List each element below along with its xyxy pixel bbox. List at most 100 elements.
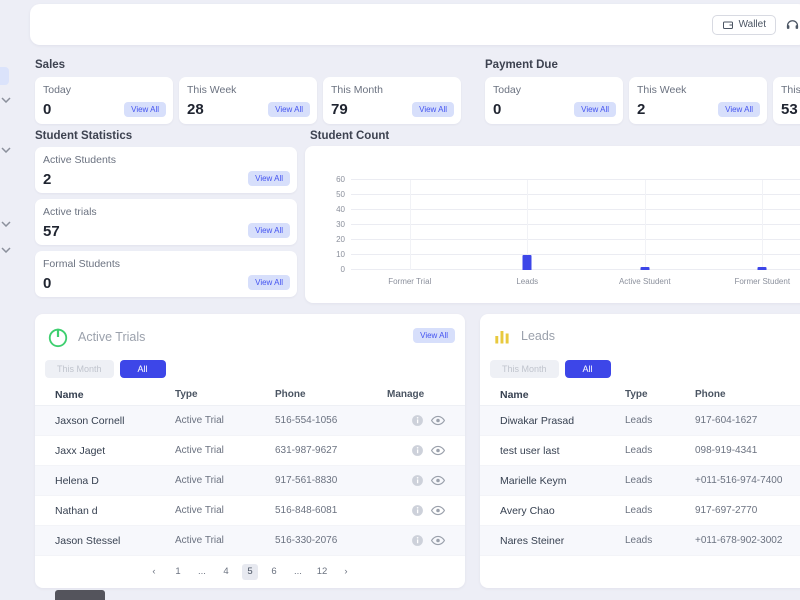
row-manage [411, 444, 445, 457]
leads-header: Leads [492, 326, 555, 346]
view-all-button[interactable]: View All [412, 102, 454, 117]
chart-column: Active Student [586, 180, 704, 286]
row-phone: 631-987-9627 [275, 445, 338, 456]
grid-line [351, 209, 800, 210]
column-header-type: Type [625, 389, 648, 400]
tab-this-month[interactable]: This Month [45, 360, 114, 378]
eye-icon[interactable] [431, 445, 445, 456]
x-axis-label: Leads [516, 277, 539, 286]
pagination-page-current[interactable]: 5 [242, 564, 258, 580]
payment-card-week: This Week 2 View All [629, 77, 767, 124]
payment-card-today: Today 0 View All [485, 77, 623, 124]
row-type: Active Trial [175, 445, 224, 456]
topbar: Wallet [30, 4, 800, 45]
view-all-button[interactable]: View All [248, 223, 290, 238]
student-count-panel: Former Trial Leads Active Student Former… [305, 146, 800, 303]
stat-card-label: This Week [637, 84, 687, 96]
pagination-page[interactable]: 4 [223, 566, 229, 577]
chevron-down-icon[interactable] [1, 97, 11, 103]
eye-icon[interactable] [431, 535, 445, 546]
wallet-button[interactable]: Wallet [711, 14, 776, 35]
view-all-button[interactable]: View All [248, 171, 290, 186]
sales-title: Sales [35, 59, 66, 71]
pagination-next[interactable]: › [344, 566, 348, 577]
tab-all[interactable]: All [564, 360, 611, 378]
panel-title: Leads [521, 329, 556, 343]
grid-line [351, 194, 800, 195]
tab-all[interactable]: All [119, 360, 166, 378]
chevron-down-icon[interactable] [1, 147, 11, 153]
row-phone: 516-330-2076 [275, 535, 338, 546]
leads-tabs: This Month All [490, 360, 611, 378]
bar-chart-icon [495, 331, 509, 344]
chart-vline [409, 180, 411, 270]
view-all-button[interactable]: View All [413, 328, 455, 343]
table-row: Diwakar Prasad Leads 917-604-1627 [480, 406, 800, 436]
pagination-page[interactable]: 12 [316, 566, 328, 577]
info-icon[interactable] [411, 534, 424, 547]
view-all-button[interactable]: View All [248, 275, 290, 290]
y-axis-tick: 10 [336, 250, 345, 259]
grid-line [351, 254, 800, 255]
x-axis-label: Former Trial [388, 277, 432, 286]
taskbar-fragment [55, 590, 105, 600]
column-header-name: Name [55, 388, 84, 401]
row-phone: +011-678-902-3002 [695, 535, 783, 546]
row-type: Active Trial [175, 535, 224, 546]
pagination-page[interactable]: 6 [271, 566, 277, 577]
stat-card-value: 0 [43, 101, 52, 118]
chart-vline [762, 180, 764, 270]
panel-title: Active Trials [78, 330, 146, 344]
chevron-down-icon[interactable] [1, 247, 11, 253]
tab-this-month[interactable]: This Month [490, 360, 559, 378]
pagination-prev[interactable]: ‹ [152, 566, 156, 577]
info-icon[interactable] [411, 474, 424, 487]
headset-icon[interactable] [785, 17, 800, 32]
stat-card-label: This Month [781, 84, 800, 96]
chart-column: Leads [469, 180, 587, 286]
table-row: Helena D Active Trial 917-561-8830 [35, 466, 465, 496]
active-trials-header: Active Trials [47, 326, 145, 348]
y-axis-tick: 60 [336, 175, 345, 184]
chart-plot: Former Trial Leads Active Student Former… [336, 176, 800, 286]
chevron-down-icon[interactable] [1, 221, 11, 227]
sales-card-week: This Week 28 View All [179, 77, 317, 124]
row-manage [411, 534, 445, 547]
view-all-button[interactable]: View All [268, 102, 310, 117]
pagination: ‹ 1 ... 4 5 6 ... 12 › [35, 564, 465, 580]
eye-icon[interactable] [431, 475, 445, 486]
table-row: Nares Steiner Leads +011-678-902-3002 [480, 526, 800, 556]
table-header: Name Type Phone [480, 384, 800, 406]
payment-due-title: Payment Due [485, 59, 558, 71]
row-name: Jaxson Cornell [55, 414, 125, 427]
stat-card-value: 0 [43, 275, 52, 292]
row-name: Helena D [55, 474, 99, 487]
row-name: Jason Stessel [55, 534, 121, 547]
view-all-button[interactable]: View All [718, 102, 760, 117]
view-all-button[interactable]: View All [124, 102, 166, 117]
view-all-button[interactable]: View All [574, 102, 616, 117]
table-row: Marielle Keym Leads +011-516-974-7400 [480, 466, 800, 496]
student-statistics-cards: Active Students 2 View All Active trials… [35, 147, 297, 297]
row-type: Leads [625, 475, 653, 486]
stat-card-value: 28 [187, 101, 204, 118]
pagination-page[interactable]: 1 [175, 566, 181, 577]
info-icon[interactable] [411, 444, 424, 457]
y-axis-tick: 40 [336, 205, 345, 214]
wallet-label: Wallet [738, 19, 766, 30]
row-manage [411, 504, 445, 517]
eye-icon[interactable] [431, 415, 445, 426]
column-header-phone: Phone [275, 389, 306, 400]
eye-icon[interactable] [431, 505, 445, 516]
sidebar-active-item[interactable] [0, 67, 9, 85]
info-icon[interactable] [411, 504, 424, 517]
table-row: test user last Leads 098-919-4341 [480, 436, 800, 466]
row-name: Nathan d [55, 504, 98, 517]
table-row: Jaxx Jaget Active Trial 631-987-9627 [35, 436, 465, 466]
leads-rows: Diwakar Prasad Leads 917-604-1627 test u… [480, 406, 800, 556]
row-manage [411, 474, 445, 487]
wallet-icon [722, 21, 733, 29]
info-icon[interactable] [411, 414, 424, 427]
table-row: Jason Stessel Active Trial 516-330-2076 [35, 526, 465, 556]
